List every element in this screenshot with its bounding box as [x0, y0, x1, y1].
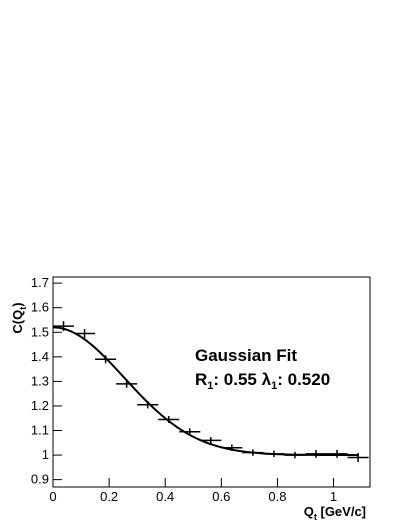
fit-curve: [52, 326, 359, 457]
fit-params: R1: 0.55 λ1: 0.520: [195, 370, 330, 392]
x-tick-label: 0.8: [268, 489, 286, 504]
y-tick-label: 1.7: [31, 275, 49, 290]
y-title-sub: t: [18, 307, 28, 310]
y-tick-label: 1.3: [31, 373, 49, 388]
y-tick-label: 1: [42, 447, 49, 462]
x-tick-label: 0.6: [212, 489, 230, 504]
lambda-value: 0.520: [288, 370, 331, 389]
x-title-sub: t: [314, 512, 317, 522]
x-tick-label: 0: [49, 489, 56, 504]
x-title-main: Q: [304, 504, 314, 519]
lambda-name: λ: [262, 370, 272, 389]
r-name: R: [195, 370, 207, 389]
lambda-index: 1: [271, 380, 277, 392]
plot-frame: [52, 276, 371, 488]
y-tick-label: 1.2: [31, 398, 49, 413]
y-tick-label: 1.4: [31, 349, 49, 364]
y-tick-label: 1.1: [31, 423, 49, 438]
r-value: 0.55: [224, 370, 257, 389]
y-tick-label: 1.5: [31, 324, 49, 339]
r-index: 1: [207, 380, 213, 392]
y-tick-label: 0.9: [31, 472, 49, 487]
x-title-end: [GeV/c]: [317, 504, 366, 519]
y-title-main: C(Q: [10, 310, 25, 334]
x-tick-label: 0.2: [100, 489, 118, 504]
fit-title: Gaussian Fit: [195, 346, 297, 365]
y-axis-title: C(Qt): [10, 302, 28, 333]
y-title-end: ): [10, 302, 25, 306]
x-axis-title: Qt [GeV/c]: [304, 504, 366, 522]
x-tick-label: 0.4: [156, 489, 174, 504]
y-tick-label: 1.6: [31, 300, 49, 315]
x-tick-label: 1: [330, 489, 337, 504]
